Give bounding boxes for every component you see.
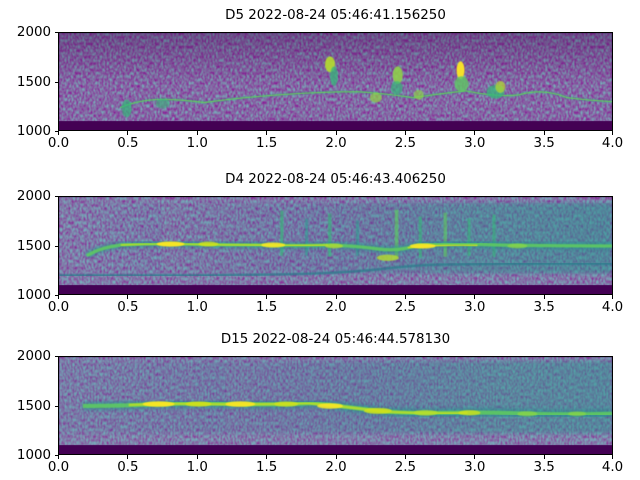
ytick-label-2-2000: 2000: [16, 349, 51, 364]
ytick-mark-2-2000: [54, 356, 58, 358]
spectrogram-svg-2: [59, 357, 612, 454]
axes-0: [58, 32, 613, 131]
xtick-label-0-3: 1.5: [255, 136, 278, 151]
axes-2: [58, 356, 613, 455]
xtick-mark-0-4: [335, 131, 337, 135]
xtick-mark-2-3: [266, 455, 268, 459]
ytick-label-1-2000: 2000: [16, 189, 51, 204]
xtick-label-1-6: 3.0: [464, 300, 486, 315]
ytick-mark-2-1000: [54, 455, 58, 457]
xtick-label-2-0: 0.0: [47, 460, 70, 475]
xtick-mark-0-7: [543, 131, 545, 135]
xtick-label-1-3: 1.5: [255, 300, 278, 315]
xtick-label-1-1: 0.5: [117, 300, 139, 315]
panel-2: D15 2022-08-24 05:46:44.578130: [0, 320, 640, 480]
spectrogram-image-1: [59, 197, 612, 294]
panel-title-0: D5 2022-08-24 05:46:41.156250: [225, 8, 446, 23]
xtick-label-2-5: 2.5: [394, 460, 417, 475]
xtick-label-0-2: 1.0: [186, 136, 208, 151]
xtick-mark-1-2: [196, 295, 198, 299]
spectrogram-svg-0: [59, 33, 612, 130]
ytick-label-0-2000: 2000: [16, 25, 51, 40]
xtick-mark-1-0: [58, 295, 60, 299]
ytick-mark-1-2000: [54, 196, 58, 198]
xtick-label-2-4: 2.0: [325, 460, 347, 475]
xtick-label-0-8: 4.0: [601, 136, 624, 151]
ytick-mark-1-1000: [54, 295, 58, 297]
ytick-label-0-1500: 1500: [16, 74, 51, 90]
spectrogram-image-0: [59, 33, 612, 130]
ytick-label-2-1000: 1000: [16, 448, 51, 463]
xtick-mark-0-6: [474, 131, 476, 135]
xtick-mark-0-3: [266, 131, 268, 135]
xtick-mark-1-1: [127, 295, 129, 299]
ytick-label-2-1500: 1500: [16, 398, 51, 414]
ytick-label-1-1500: 1500: [16, 238, 51, 254]
xtick-mark-2-1: [127, 455, 129, 459]
xtick-mark-1-4: [335, 295, 337, 299]
xtick-mark-1-3: [266, 295, 268, 299]
xtick-mark-1-6: [474, 295, 476, 299]
xtick-mark-2-2: [196, 455, 198, 459]
xtick-label-2-8: 4.0: [601, 460, 624, 475]
xtick-label-0-7: 3.5: [533, 136, 555, 151]
xtick-label-0-4: 2.0: [325, 136, 347, 151]
xtick-mark-0-0: [58, 131, 60, 135]
ytick-mark-1-1500: [54, 245, 58, 247]
spectrogram-image-2: [59, 357, 612, 454]
xtick-label-0-1: 0.5: [117, 136, 139, 151]
xtick-mark-0-8: [612, 131, 614, 135]
xtick-label-2-3: 1.5: [255, 460, 278, 475]
xtick-label-2-2: 1.0: [186, 460, 208, 475]
ytick-mark-0-2000: [54, 32, 58, 34]
panel-title-2: D15 2022-08-24 05:46:44.578130: [220, 332, 451, 347]
xtick-label-0-5: 2.5: [394, 136, 417, 151]
xtick-label-2-6: 3.0: [464, 460, 486, 475]
xtick-label-1-8: 4.0: [601, 300, 624, 315]
xtick-mark-1-7: [543, 295, 545, 299]
panel-0: D5 2022-08-24 05:46:41.156250: [0, 0, 640, 160]
xtick-label-2-7: 3.5: [533, 460, 555, 475]
ytick-mark-0-1000: [54, 131, 58, 133]
xtick-mark-0-2: [196, 131, 198, 135]
ytick-label-1-1000: 1000: [16, 288, 51, 303]
xtick-mark-1-8: [612, 295, 614, 299]
xtick-mark-1-5: [404, 295, 406, 299]
panel-title-1: D4 2022-08-24 05:46:43.406250: [225, 172, 446, 187]
panel-1: D4 2022-08-24 05:46:43.406250: [0, 160, 640, 320]
xtick-mark-2-0: [58, 455, 60, 459]
xtick-label-0-0: 0.0: [47, 136, 70, 151]
spectrogram-svg-1: [59, 197, 612, 294]
xtick-mark-0-5: [404, 131, 406, 135]
ytick-label-0-1000: 1000: [16, 124, 51, 139]
xtick-label-1-0: 0.0: [47, 300, 70, 315]
xtick-mark-2-7: [543, 455, 545, 459]
xtick-label-0-6: 3.0: [464, 136, 486, 151]
xtick-label-1-2: 1.0: [186, 300, 208, 315]
xtick-mark-0-1: [127, 131, 129, 135]
xtick-label-1-5: 2.5: [394, 300, 417, 315]
xtick-mark-2-4: [335, 455, 337, 459]
xtick-mark-2-8: [612, 455, 614, 459]
xtick-label-2-1: 0.5: [117, 460, 139, 475]
xtick-label-1-4: 2.0: [325, 300, 347, 315]
ytick-mark-0-1500: [54, 81, 58, 83]
xtick-mark-2-5: [404, 455, 406, 459]
axes-1: [58, 196, 613, 295]
ytick-mark-2-1500: [54, 405, 58, 407]
xtick-label-1-7: 3.5: [533, 300, 555, 315]
xtick-mark-2-6: [474, 455, 476, 459]
